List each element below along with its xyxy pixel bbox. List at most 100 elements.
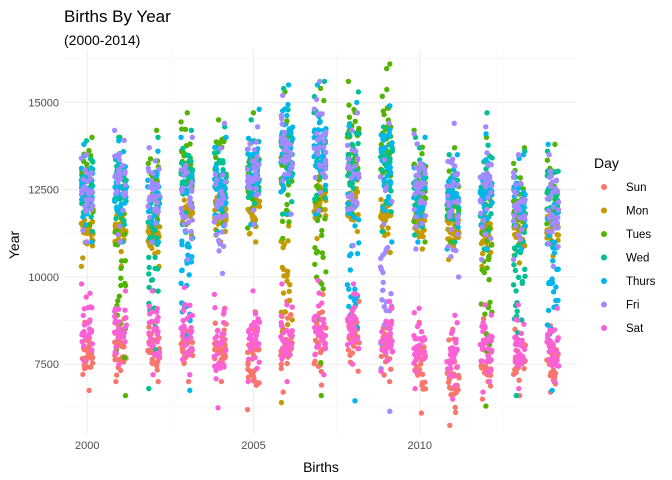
point-fri <box>280 92 286 99</box>
point-sat <box>154 305 160 312</box>
point-tues <box>318 392 324 399</box>
point-thurs <box>223 200 229 206</box>
point-thurs <box>189 254 195 260</box>
legend: Day Sun Mon Tues Wed Thurs Fri Sat <box>594 155 656 335</box>
point-fri <box>444 183 450 189</box>
point-fri <box>416 167 422 174</box>
point-fri <box>113 190 119 196</box>
point-wed <box>148 277 155 283</box>
point-fri <box>150 187 156 193</box>
point-tues <box>320 286 326 292</box>
point-wed <box>519 317 525 323</box>
point-sat <box>313 329 319 335</box>
point-tues <box>384 65 390 72</box>
point-thurs <box>520 204 527 210</box>
point-wed <box>280 85 287 92</box>
point-fri <box>386 120 392 127</box>
point-sun <box>218 378 225 385</box>
point-thurs <box>522 223 528 229</box>
point-thurs <box>549 387 555 394</box>
point-sat <box>122 288 129 294</box>
point-sat <box>387 326 393 332</box>
point-mon <box>286 297 293 304</box>
legend-label: Sun <box>626 182 646 194</box>
point-tues <box>285 192 291 198</box>
point-sat <box>123 315 129 321</box>
point-sat <box>454 364 461 370</box>
point-sat <box>245 328 252 335</box>
point-fri <box>481 174 487 181</box>
point-thurs <box>386 163 393 169</box>
point-tues <box>118 282 124 289</box>
point-fri <box>546 174 553 180</box>
point-thurs <box>518 246 525 252</box>
point-fri <box>513 182 519 188</box>
point-sat <box>289 332 295 339</box>
point-thurs <box>212 144 218 150</box>
point-tues <box>86 148 92 154</box>
point-fri <box>346 156 352 162</box>
point-thurs <box>544 322 551 328</box>
point-sun <box>288 312 294 318</box>
point-sat <box>479 323 485 330</box>
point-mon <box>387 249 393 256</box>
point-thurs <box>178 280 184 286</box>
point-sun <box>419 379 426 386</box>
point-fri <box>80 227 86 233</box>
point-wed <box>347 132 353 139</box>
point-fri <box>156 192 162 199</box>
point-thurs <box>351 297 357 303</box>
point-thurs <box>351 214 357 220</box>
point-thurs <box>112 198 118 204</box>
point-fri <box>188 236 195 242</box>
point-sun <box>146 324 152 330</box>
point-fri <box>83 207 90 213</box>
x-axis-ticks: 2000 2005 2010 <box>75 440 432 452</box>
point-sat <box>485 358 491 364</box>
point-wed <box>121 217 127 224</box>
point-tues <box>447 239 454 245</box>
point-wed <box>184 152 190 158</box>
points-layer <box>78 61 562 428</box>
point-sat <box>418 329 425 335</box>
point-sat <box>187 372 193 378</box>
point-fri <box>253 171 259 177</box>
point-tues <box>346 102 352 108</box>
point-sat <box>485 353 491 359</box>
point-fri <box>449 183 455 189</box>
point-sat <box>87 317 93 323</box>
point-tues <box>381 111 387 118</box>
point-fri <box>516 232 522 238</box>
point-sun <box>480 316 487 322</box>
point-fri <box>419 220 425 226</box>
point-thurs <box>113 184 120 190</box>
point-wed <box>455 204 462 211</box>
point-fri <box>455 198 461 204</box>
point-sat <box>250 288 256 294</box>
point-fri <box>545 228 552 235</box>
point-fri <box>483 184 489 190</box>
point-sun <box>88 352 95 358</box>
point-sat <box>545 334 551 341</box>
point-sat <box>549 360 556 366</box>
point-sat <box>450 354 456 360</box>
point-thurs <box>550 289 557 295</box>
point-thurs <box>455 224 461 231</box>
point-fri <box>83 152 89 158</box>
point-mon <box>511 231 518 238</box>
y-axis-ticks: 7500 10000 12500 15000 <box>28 97 59 371</box>
point-fri <box>447 214 453 220</box>
point-wed <box>513 392 519 399</box>
point-wed <box>416 145 423 151</box>
point-fri <box>254 153 260 160</box>
point-fri <box>178 167 184 173</box>
point-tues <box>245 225 251 231</box>
point-sat <box>289 304 295 310</box>
point-sat <box>321 372 327 378</box>
x-tick-label: 2005 <box>241 440 265 452</box>
point-sat <box>89 305 95 311</box>
point-sat <box>389 349 395 355</box>
point-sat <box>78 281 85 287</box>
point-wed <box>155 134 161 140</box>
point-fri <box>187 183 194 189</box>
